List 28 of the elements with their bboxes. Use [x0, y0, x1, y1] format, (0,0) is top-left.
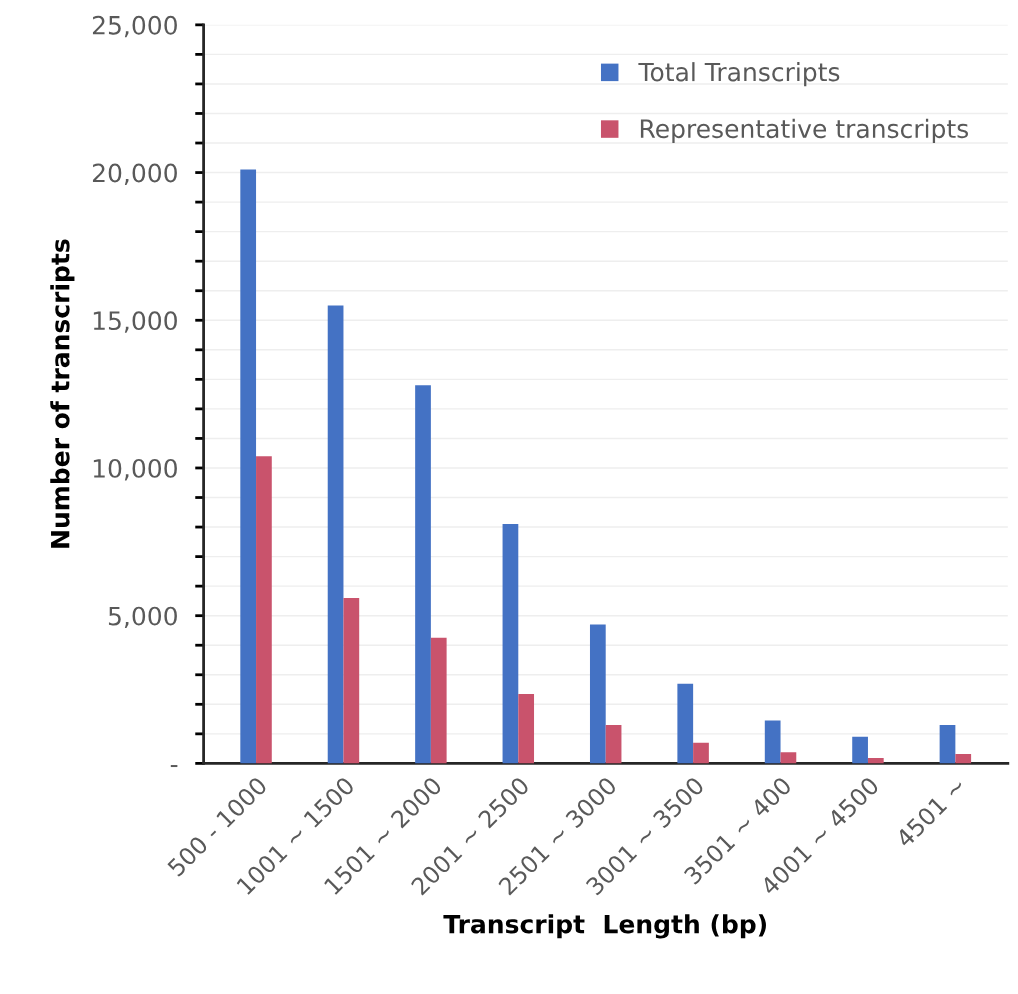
bar — [502, 524, 519, 764]
bar — [430, 637, 447, 764]
y-axis-title: Number of transcripts — [50, 239, 75, 548]
bar — [327, 305, 344, 764]
y-tick-label: 15,000 — [93, 311, 177, 333]
bar — [677, 683, 694, 764]
y-tick-label: 5,000 — [108, 606, 177, 629]
legend-label: Total Transcripts — [638, 62, 840, 87]
bar — [955, 753, 972, 764]
bar — [764, 720, 781, 764]
bar — [780, 752, 797, 764]
x-axis-title: Transcript Length (bp) — [443, 914, 766, 939]
legend-label: Representative transcripts — [640, 118, 969, 144]
bar — [589, 624, 606, 764]
bar — [867, 758, 884, 764]
y-tick-label: 10,000 — [93, 458, 177, 481]
bar — [256, 456, 272, 764]
bar — [852, 736, 868, 764]
y-tick-label: 20,000 — [92, 163, 177, 185]
y-tick-label: 25,000 — [92, 15, 177, 38]
bar — [240, 169, 257, 764]
bar — [518, 693, 535, 764]
bar — [939, 724, 956, 764]
bar — [415, 385, 431, 764]
y-tick-label: - — [170, 765, 178, 768]
bar — [343, 597, 360, 764]
bar — [605, 724, 622, 764]
bar — [693, 742, 709, 764]
